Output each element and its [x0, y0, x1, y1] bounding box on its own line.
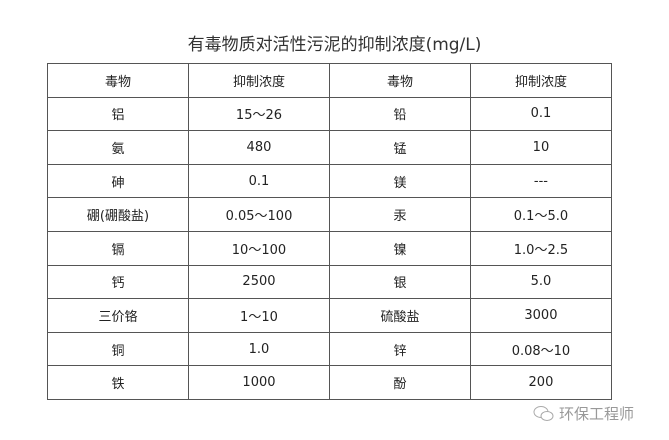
- toxin-cell: 毒物: [47, 63, 189, 98]
- concentration-cell: 抑制浓度: [469, 63, 613, 98]
- header-row: 毒物 抑制浓度 毒物 抑制浓度: [47, 63, 613, 98]
- wechat-icon: [533, 405, 554, 421]
- toxin-cell: 镍: [329, 230, 471, 266]
- watermark-text: 环保工程师: [559, 405, 635, 423]
- concentration-cell: 10～100: [187, 230, 331, 266]
- table-row: 三价铬 1～10 硫酸盐 3000: [47, 298, 613, 333]
- concentration-cell: 10: [469, 130, 613, 165]
- concentration-cell: ---: [469, 163, 613, 199]
- table-row: 钙 2500 银 5.0: [47, 264, 613, 300]
- table-title: 有毒物质对活性污泥的抑制浓度(mg/L): [187, 35, 482, 55]
- toxin-cell: 砷: [47, 163, 189, 199]
- table-row: 铝 15～26 铅 0.1: [47, 96, 613, 132]
- concentration-cell: 1～10: [187, 298, 331, 333]
- concentration-cell: 1.0: [187, 331, 331, 367]
- table-row: 镉 10～100 镍 1.0～2.5: [47, 230, 613, 266]
- toxin-cell: 锰: [329, 130, 471, 165]
- table-row: 砷 0.1 镁 ---: [47, 163, 613, 199]
- table-row: 硼(硼酸盐) 0.05～100 汞 0.1～5.0: [47, 197, 613, 232]
- toxin-cell: 镁: [329, 163, 471, 199]
- toxin-cell: 氨: [47, 130, 189, 165]
- table-row: 铜 1.0 锌 0.08～10: [47, 331, 613, 367]
- concentration-cell: 3000: [469, 298, 613, 333]
- toxin-cell: 三价铬: [47, 298, 189, 333]
- concentration-cell: 抑制浓度: [187, 63, 331, 98]
- table-row: 铁 1000 酚 200: [47, 365, 613, 400]
- toxin-cell: 钙: [47, 264, 189, 300]
- watermark: 环保工程师: [533, 403, 634, 424]
- table-row: 氨 480 锰 10: [47, 130, 613, 165]
- concentration-cell: 0.1～5.0: [469, 197, 613, 232]
- concentration-cell: 0.05～100: [187, 197, 331, 232]
- toxin-cell: 硼(硼酸盐): [47, 197, 189, 232]
- concentration-cell: 1.0～2.5: [469, 230, 613, 266]
- toxin-cell: 铝: [47, 96, 189, 132]
- concentration-cell: 200: [469, 365, 613, 400]
- toxin-cell: 银: [329, 264, 471, 300]
- concentration-cell: 0.1: [469, 96, 613, 132]
- toxin-cell: 毒物: [329, 63, 471, 98]
- toxin-cell: 锌: [329, 331, 471, 367]
- toxin-cell: 镉: [47, 230, 189, 266]
- toxicity-table: 毒物 抑制浓度 毒物 抑制浓度铝 15～26 铅 0.1 氨 480 锰 10 砷 0.1 镁 --- 硼(硼…: [47, 63, 613, 400]
- toxin-cell: 汞: [329, 197, 471, 232]
- concentration-cell: 15～26: [187, 96, 331, 132]
- concentration-cell: 5.0: [469, 264, 613, 300]
- toxin-cell: 酚: [329, 365, 471, 400]
- toxin-cell: 铅: [329, 96, 471, 132]
- toxin-cell: 硫酸盐: [329, 298, 471, 333]
- concentration-cell: 0.08～10: [469, 331, 613, 367]
- concentration-cell: 2500: [187, 264, 331, 300]
- toxin-cell: 铜: [47, 331, 189, 367]
- concentration-cell: 1000: [187, 365, 331, 400]
- toxin-cell: 铁: [47, 365, 189, 400]
- concentration-cell: 0.1: [187, 163, 331, 199]
- concentration-cell: 480: [187, 130, 331, 165]
